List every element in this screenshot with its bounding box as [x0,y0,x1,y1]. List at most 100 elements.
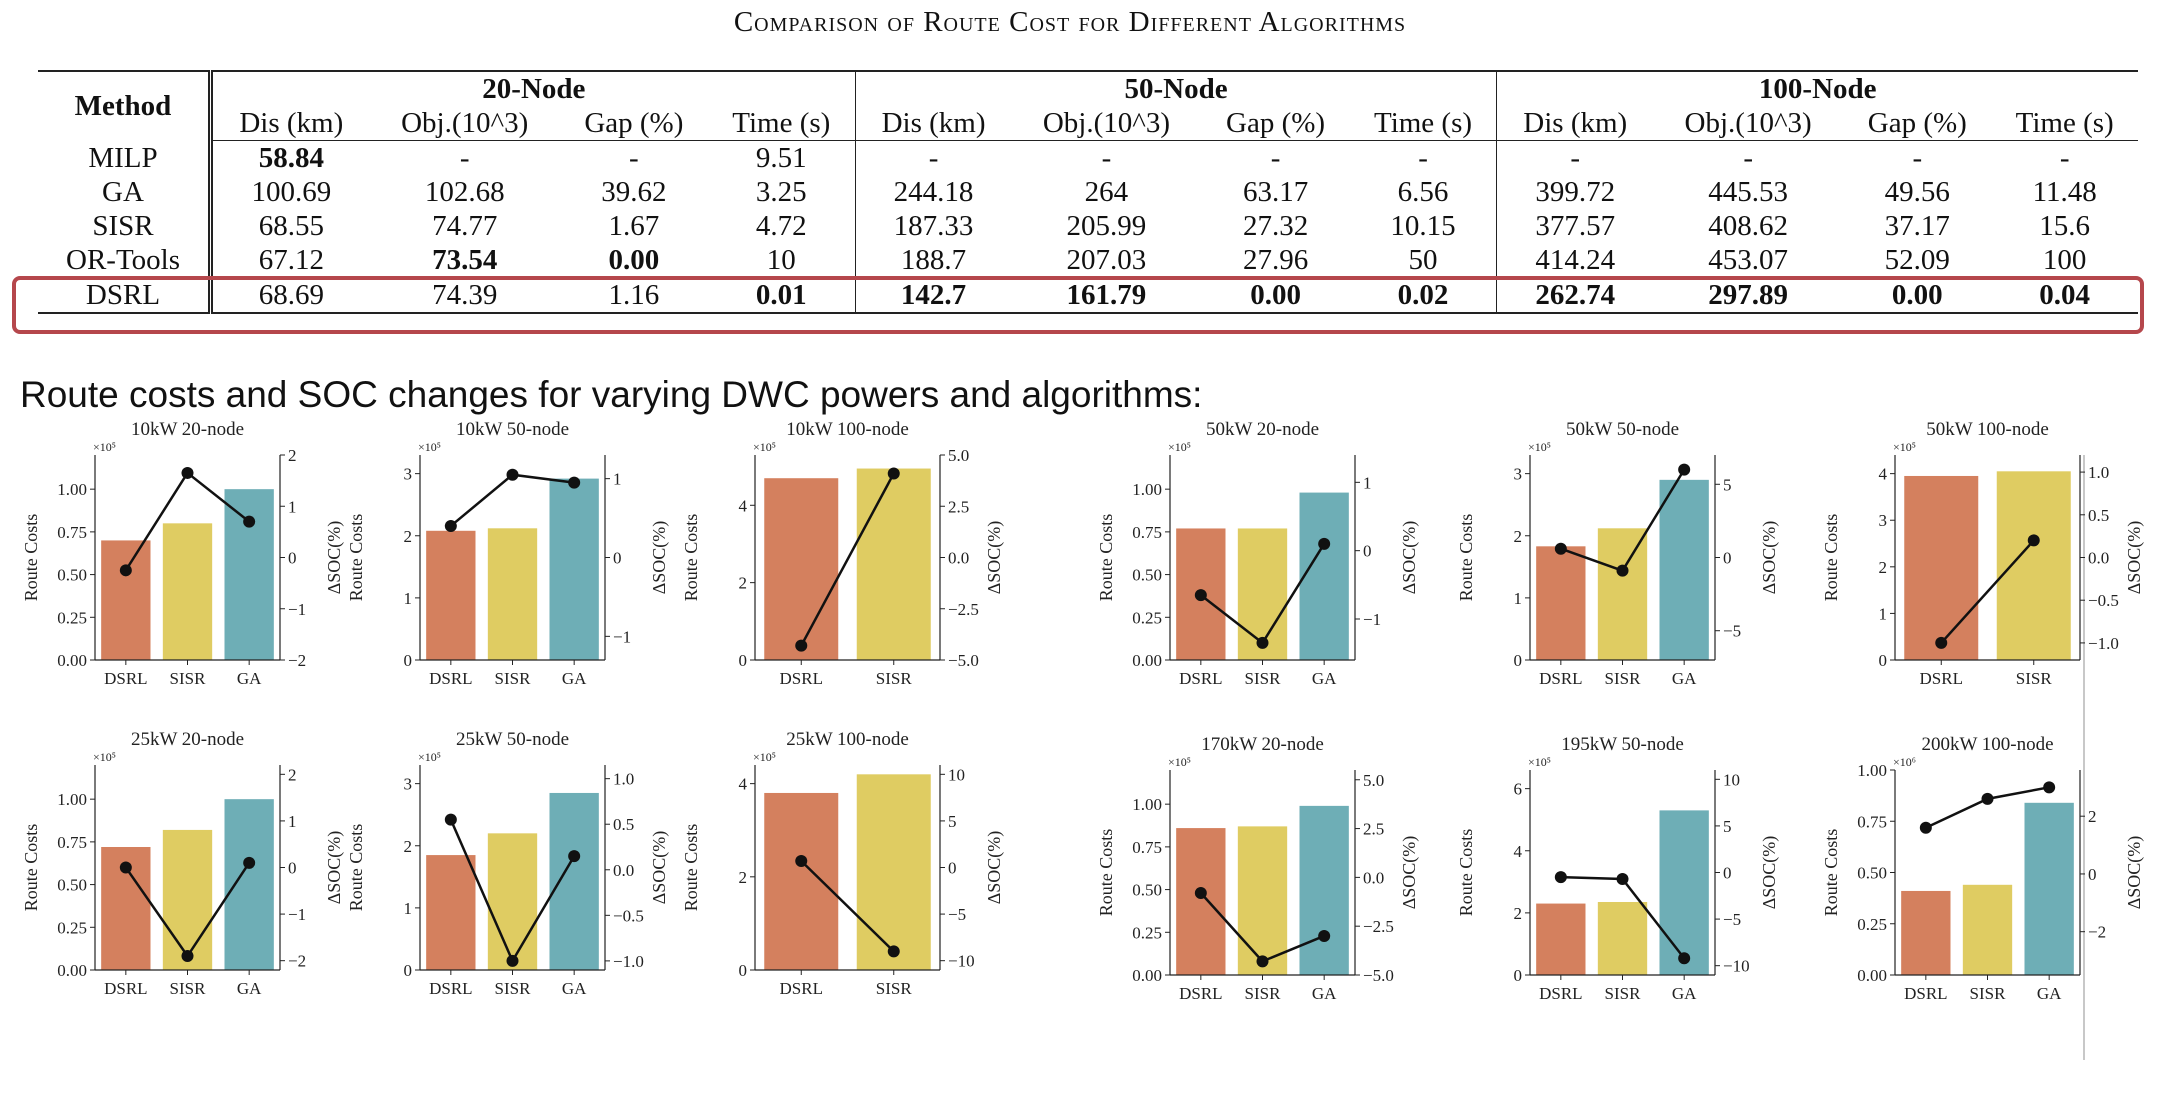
soc-point [181,466,194,479]
table-cell: 0.04 [1991,277,2138,314]
x-tick-label: DSRL [104,979,147,998]
soc-tick-label: 1 [288,812,297,831]
y-tick-label: 0.00 [57,651,87,670]
soc-tick-label: 2.5 [948,497,969,516]
y-tick-label: 4 [739,775,748,794]
column-header: Time (s) [1349,106,1498,141]
soc-axis-label: ΔSOC(%) [1399,521,1420,595]
chart-panel: 25kW 50-node ×10⁵ DSRL SISR GA 0 1 2 3 −1.0 −0.5 0.… [346,729,670,998]
soc-line [800,472,895,647]
table-cell: - [1743,142,1753,174]
soc-point [1616,873,1629,886]
table-cell: 73.54 [432,244,498,276]
row-method: DSRL [38,277,213,314]
bar-sisr [487,528,538,660]
bar-ga [549,792,599,970]
x-tick-label: GA [1312,669,1337,688]
y-axis-label: Route Costs [1821,829,1841,917]
y-axis-label: Route Costs [346,824,366,912]
y-tick-label: 0.25 [57,608,87,627]
table-cell: - [1912,142,1923,174]
soc-point [1919,821,1932,834]
axis-exponent: ×10⁵ [93,440,116,454]
chart-title: 200kW 100-node [1921,734,2053,755]
soc-axis-label: ΔSOC(%) [1759,836,1780,910]
y-axis-label: Route Costs [346,514,366,602]
column-header: Time (s) [707,106,856,141]
group-header-20: 20-Node [210,70,856,106]
soc-point [1935,636,1948,649]
x-tick-label: SISR [170,669,207,688]
x-tick-label: GA [1312,984,1337,1003]
soc-point [506,468,519,481]
y-tick-label: 1 [404,589,413,608]
subheader-row: Dis (km) Obj.(10^3) Gap (%) Time (s) Dis (km… [38,106,2138,141]
table-cell: 74.77 [432,210,498,242]
x-tick-label: GA [237,669,262,688]
divider-line [2083,455,2085,1060]
y-tick-label: 3 [1879,511,1888,530]
y-tick-label: 4 [1879,465,1888,484]
chart-title: 50kW 20-node [1206,419,1319,440]
x-tick-label: DSRL [1539,984,1582,1003]
table-cell: 0.00 [608,244,660,276]
y-tick-label: 0 [1514,966,1523,985]
soc-tick-label: −0.5 [613,906,644,925]
soc-point [1616,564,1629,577]
soc-tick-label: −2 [288,952,306,971]
table-cell: 205.99 [1066,210,1147,242]
table-cell: 414.24 [1535,244,1616,276]
table-cell: 63.17 [1242,176,1309,208]
x-tick-label: GA [1672,669,1697,688]
table-cell: 142.7 [855,277,1012,314]
column-header: Dis (km) [210,106,370,141]
table-title: Comparison of Route Cost for Different A… [733,6,1407,38]
y-axis-label: Route Costs [21,514,41,602]
x-tick-label: DSRL [1904,984,1947,1003]
column-header: Time (s) [1991,106,2138,141]
soc-tick-label: −1 [288,905,306,924]
y-tick-label: 0.75 [1132,523,1162,542]
soc-tick-label: 2 [288,446,297,465]
axis-exponent: ×10⁶ [1893,755,1916,769]
method-header: Method [38,70,213,141]
soc-tick-label: 0.0 [1363,868,1384,887]
row-method: OR-Tools [38,243,213,278]
table-cell: 0.00 [1843,277,1992,314]
x-tick-label: SISR [876,669,913,688]
bar-ga [1299,805,1349,975]
table-cell: - [1349,140,1498,175]
soc-axis-label: ΔSOC(%) [984,831,1005,905]
soc-point [243,856,256,869]
x-tick-label: DSRL [1539,669,1582,688]
y-tick-label: 0 [404,651,413,670]
bar-dsrl [1901,890,1951,975]
soc-point [1318,537,1331,550]
x-tick-label: DSRL [104,669,147,688]
y-tick-label: 0 [404,961,413,980]
row-method: MILP [38,140,213,175]
soc-tick-label: 0.0 [948,549,969,568]
axis-exponent: ×10⁵ [1168,440,1191,454]
group-header-100: 100-Node [1496,70,2138,106]
y-tick-label: 0.75 [57,523,87,542]
y-tick-label: 0.75 [1857,812,1887,831]
soc-point [568,850,581,863]
y-tick-label: 2 [1514,904,1523,923]
table-cell: 4.72 [707,209,856,243]
soc-tick-label: 0 [613,549,622,568]
soc-tick-label: 2.5 [1363,820,1384,839]
y-axis-label: Route Costs [1456,829,1476,917]
soc-tick-label: 5 [1723,817,1732,836]
y-tick-label: 4 [739,496,748,515]
comparison-table: Method 20-Node 50-Node 100-Node Dis (km)… [38,70,2138,314]
table-cell: 399.72 [1535,176,1616,208]
y-tick-label: 0 [739,651,748,670]
dsrl-highlight-box [12,276,2144,334]
bar-ga [1659,479,1709,660]
table-row: MILP 58.84 - - 9.51 - - - - - - - - [38,140,2138,175]
x-tick-label: GA [562,669,587,688]
table-cell: 6.56 [1349,175,1498,209]
bar-sisr [856,468,931,660]
soc-point [444,813,457,826]
